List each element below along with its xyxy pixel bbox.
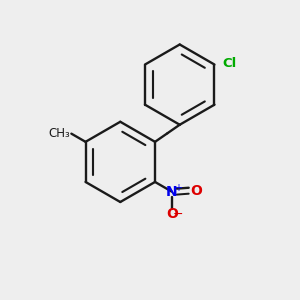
Text: CH₃: CH₃ (48, 127, 70, 140)
Text: +: + (174, 183, 182, 193)
Text: O: O (166, 207, 178, 221)
Text: O: O (190, 184, 202, 198)
Text: Cl: Cl (222, 57, 236, 70)
Text: −: − (173, 208, 184, 221)
Text: N: N (166, 184, 178, 199)
